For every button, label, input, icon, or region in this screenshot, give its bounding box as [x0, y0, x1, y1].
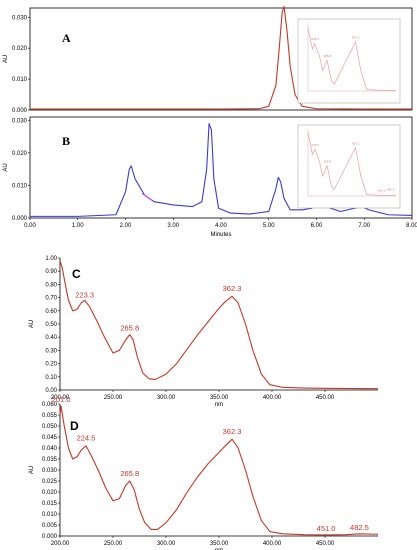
x-tick-label: 0.00	[24, 223, 36, 229]
x-tick-label: 200.00	[51, 541, 70, 547]
y-tick-label: 0.40	[45, 335, 57, 341]
y-axis-title: AU	[3, 163, 9, 171]
y-tick-label: 0.80	[45, 282, 57, 288]
inset-peak-label: 265.8	[324, 160, 332, 164]
y-tick-label: 0.020	[12, 46, 28, 52]
y-tick-label: 0.020	[42, 490, 58, 496]
x-tick-label: 1.00	[72, 223, 84, 229]
x-tick-label: 300.00	[157, 541, 176, 547]
inset-peak-label: 362.3	[352, 36, 360, 40]
panel-label-a: A	[62, 31, 71, 45]
chart-panel-d: 0.000 0.005 0.010 0.015 0.020 0.025 0.030 0.035…	[29, 395, 379, 550]
y-tick-label: 0.60	[45, 309, 57, 315]
peak-label: 265.8	[120, 324, 139, 333]
series-line	[59, 260, 379, 390]
peak-label: 482.5	[350, 523, 369, 532]
panel-label-d: D	[70, 419, 79, 433]
y-tick-label: 0.70	[45, 296, 57, 302]
y-tick-label: 0.030	[42, 468, 58, 474]
inset-peak-label: 451.0	[378, 188, 386, 192]
x-tick-label: 400.00	[263, 395, 282, 401]
inset-peak-label: 224.5	[311, 143, 319, 147]
y-tick-label: 0.015	[42, 501, 58, 507]
panel-label-b: B	[62, 134, 70, 148]
y-tick-label: 0.010	[12, 77, 28, 83]
inset-trace	[307, 132, 396, 196]
x-tick-label: 200.00	[51, 395, 70, 401]
y-tick-label: 0.30	[45, 348, 57, 354]
peak-label: 265.8	[120, 469, 139, 478]
y-tick-label: 1.00	[45, 256, 57, 262]
y-tick-label: 0.020	[12, 151, 28, 157]
x-tick-label: 400.00	[263, 541, 282, 547]
peak-label: 223.3	[75, 291, 94, 300]
x-tick-label: 6.00	[311, 223, 323, 229]
inset-peak-label: 223.3	[311, 37, 319, 41]
x-tick-label: 450.00	[316, 395, 335, 401]
inset-peak-label: 482.5	[387, 188, 395, 192]
y-tick-label: 0.030	[12, 118, 28, 124]
y-tick-label: 0.00	[45, 388, 57, 394]
y-tick-label: 0.000	[12, 108, 28, 114]
x-tick-label: 350.00	[210, 541, 229, 547]
inset-spectrum: 223.3 265.8 362.3	[297, 18, 401, 104]
y-tick-label: 0.000	[12, 216, 28, 222]
y-tick-label: 0.055	[42, 413, 58, 419]
chart-panel-c: 0.00 0.10 0.20 0.30 0.40 0.50 0.60 0.70 0.80 0.90…	[29, 256, 379, 408]
x-tick-label: 7.00	[358, 223, 370, 229]
y-tick-label: 0.010	[12, 183, 28, 189]
y-tick-label: 0.050	[42, 424, 58, 430]
x-tick-label: 250.00	[104, 541, 123, 547]
y-axis-title: AU	[3, 55, 9, 63]
peak-label: 362.3	[223, 427, 242, 436]
inset-spectrum: 224.5 265.8 362.3 451.0 482.5	[297, 124, 401, 209]
panel-label-c: C	[72, 267, 81, 281]
inset-frame	[297, 124, 401, 209]
x-tick-label: 8.00	[406, 223, 417, 229]
plot-frame	[29, 7, 413, 111]
x-tick-label: 4.00	[215, 223, 227, 229]
inset-frame	[297, 18, 401, 104]
y-axis-title: AU	[29, 320, 35, 328]
y-tick-label: 0.50	[45, 322, 57, 328]
x-tick-label: 300.00	[157, 395, 176, 401]
x-axis-title: Minutes	[210, 232, 231, 238]
inset-trace	[307, 28, 396, 91]
y-tick-label: 0.045	[42, 435, 58, 441]
x-tick-label: 250.00	[104, 395, 123, 401]
y-tick-label: 0.005	[42, 523, 58, 529]
y-tick-label: 0.040	[42, 446, 58, 452]
y-tick-label: 0.030	[12, 15, 28, 21]
peak-label: 362.3	[223, 284, 242, 293]
chart-panel-a: 0.000 0.010 0.020 0.030 AU A 223.3 265.8 362.3	[3, 5, 413, 114]
y-tick-label: 0.10	[45, 375, 57, 381]
y-tick-label: 0.060	[42, 402, 58, 408]
inset-peak-label: 362.3	[352, 141, 360, 145]
inset-peak-label: 265.8	[324, 54, 332, 58]
peak-label: 201.0	[52, 395, 71, 404]
series-highlight	[141, 193, 153, 201]
chart-panel-b: 0.000 0.010 0.020 0.030 0.00 1.00 2.00 3.00 4.00…	[3, 116, 417, 238]
peak-label: 451.0	[317, 524, 336, 533]
y-tick-label: 0.010	[42, 512, 58, 518]
y-axis-title: AU	[29, 466, 35, 474]
x-tick-label: 450.00	[316, 541, 335, 547]
x-tick-label: 3.00	[167, 223, 179, 229]
y-tick-label: 0.20	[45, 362, 57, 368]
x-tick-label: 2.00	[120, 223, 132, 229]
series-line	[30, 5, 412, 110]
x-axis-title: nm	[215, 548, 223, 550]
series-line	[59, 405, 379, 536]
x-tick-label: 350.00	[210, 395, 229, 401]
y-tick-label: 0.90	[45, 269, 57, 275]
peak-label: 224.5	[77, 434, 96, 443]
x-axis-title: nm	[215, 402, 223, 408]
y-tick-label: 0.025	[42, 479, 58, 485]
y-tick-label: 0.000	[42, 534, 58, 540]
y-tick-label: 0.035	[42, 457, 58, 463]
x-tick-label: 5.00	[263, 223, 275, 229]
